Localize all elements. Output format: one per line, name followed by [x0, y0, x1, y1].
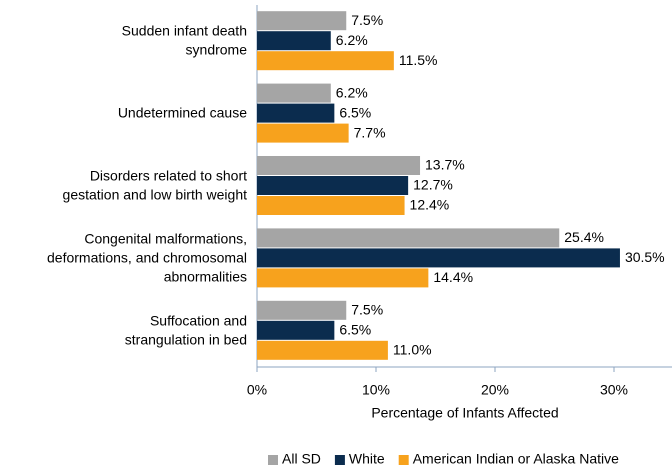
value-label: 12.7% — [413, 177, 453, 193]
bar — [257, 196, 405, 215]
bar — [257, 11, 347, 31]
bar — [257, 103, 335, 123]
value-label: 14.4% — [433, 269, 473, 285]
value-label: 25.4% — [564, 229, 604, 245]
bar — [257, 51, 394, 71]
x-tick-label: 20% — [481, 382, 509, 398]
bar — [257, 268, 429, 288]
legend-label: White — [349, 451, 385, 467]
value-label: 7.7% — [354, 124, 386, 140]
bar — [257, 123, 349, 143]
value-label: 7.5% — [351, 302, 383, 318]
value-label: 11.5% — [399, 52, 438, 68]
bar — [257, 156, 421, 175]
value-label: 6.2% — [336, 32, 368, 48]
value-label: 6.5% — [339, 104, 371, 120]
value-label: 6.5% — [339, 322, 371, 338]
x-axis-title: Percentage of Infants Affected — [371, 405, 558, 421]
x-tick-label: 30% — [600, 382, 628, 398]
value-label: 7.5% — [351, 12, 383, 28]
y-tick-label: Sudden infant death syndrome — [122, 22, 248, 57]
legend-swatch — [268, 455, 278, 465]
bar — [257, 300, 347, 320]
value-label: 12.4% — [410, 197, 450, 213]
y-tick-label: Disorders related to short gestation and … — [63, 167, 248, 202]
legend-label: All SD — [282, 451, 321, 467]
value-label: 11.0% — [393, 342, 432, 358]
bar — [257, 248, 620, 268]
legend-label: American Indian or Alaska Native — [413, 451, 619, 467]
y-tick-label: Undetermined cause — [118, 104, 247, 120]
x-tick-label: 0% — [247, 382, 267, 398]
y-tick-label: Congenital malformations, deformations, a… — [47, 230, 247, 284]
legend-swatch — [334, 455, 345, 465]
bar — [257, 83, 331, 103]
bar — [257, 320, 335, 340]
y-tick-label: Suffocation and strangulation in bed — [125, 312, 247, 347]
bar — [257, 340, 388, 360]
value-label: 13.7% — [425, 157, 465, 173]
bar — [257, 31, 331, 51]
x-tick-label: 10% — [362, 382, 390, 398]
legend-swatch — [398, 455, 409, 465]
bar — [257, 176, 409, 195]
bar — [257, 228, 560, 248]
value-label: 30.5% — [625, 249, 665, 265]
value-label: 6.2% — [336, 84, 368, 100]
